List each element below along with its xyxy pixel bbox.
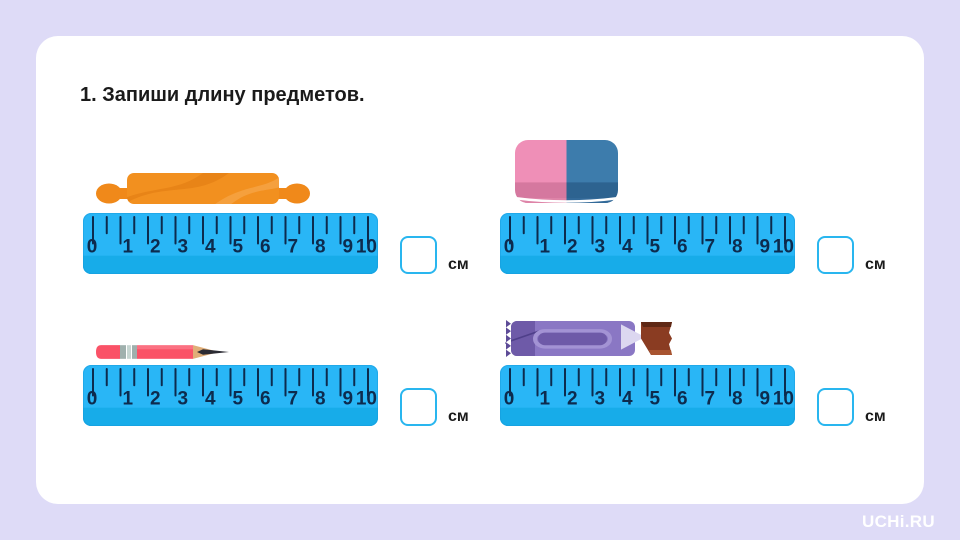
svg-text:4: 4 — [205, 237, 216, 258]
svg-text:2: 2 — [567, 237, 578, 258]
svg-text:8: 8 — [732, 389, 743, 410]
svg-text:4: 4 — [622, 237, 633, 258]
svg-text:2: 2 — [567, 389, 578, 410]
svg-text:10: 10 — [356, 237, 377, 258]
svg-text:6: 6 — [260, 389, 271, 410]
svg-text:9: 9 — [343, 237, 354, 258]
svg-text:7: 7 — [288, 389, 299, 410]
svg-text:0: 0 — [87, 237, 98, 258]
svg-text:5: 5 — [233, 389, 244, 410]
svg-text:1: 1 — [123, 237, 134, 258]
svg-text:9: 9 — [760, 237, 771, 258]
svg-text:4: 4 — [622, 389, 633, 410]
svg-text:2: 2 — [150, 389, 161, 410]
svg-text:0: 0 — [87, 389, 98, 410]
svg-text:2: 2 — [150, 237, 161, 258]
svg-text:9: 9 — [343, 389, 354, 410]
svg-text:10: 10 — [356, 389, 377, 410]
svg-text:8: 8 — [315, 389, 326, 410]
svg-text:7: 7 — [705, 389, 716, 410]
svg-text:6: 6 — [260, 237, 271, 258]
svg-text:3: 3 — [595, 237, 606, 258]
svg-text:9: 9 — [760, 389, 771, 410]
svg-text:1: 1 — [540, 389, 551, 410]
svg-text:0: 0 — [504, 389, 515, 410]
svg-text:8: 8 — [732, 237, 743, 258]
svg-text:3: 3 — [595, 389, 606, 410]
svg-text:6: 6 — [677, 237, 688, 258]
svg-text:0: 0 — [504, 237, 515, 258]
svg-text:7: 7 — [705, 237, 716, 258]
svg-text:10: 10 — [773, 389, 794, 410]
svg-text:4: 4 — [205, 389, 216, 410]
svg-text:5: 5 — [650, 237, 661, 258]
svg-text:6: 6 — [677, 389, 688, 410]
svg-text:3: 3 — [178, 237, 189, 258]
svg-text:1: 1 — [540, 237, 551, 258]
svg-text:7: 7 — [288, 237, 299, 258]
svg-text:3: 3 — [178, 389, 189, 410]
svg-text:8: 8 — [315, 237, 326, 258]
svg-text:5: 5 — [650, 389, 661, 410]
svg-text:10: 10 — [773, 237, 794, 258]
svg-text:5: 5 — [233, 237, 244, 258]
svg-text:1: 1 — [123, 389, 134, 410]
